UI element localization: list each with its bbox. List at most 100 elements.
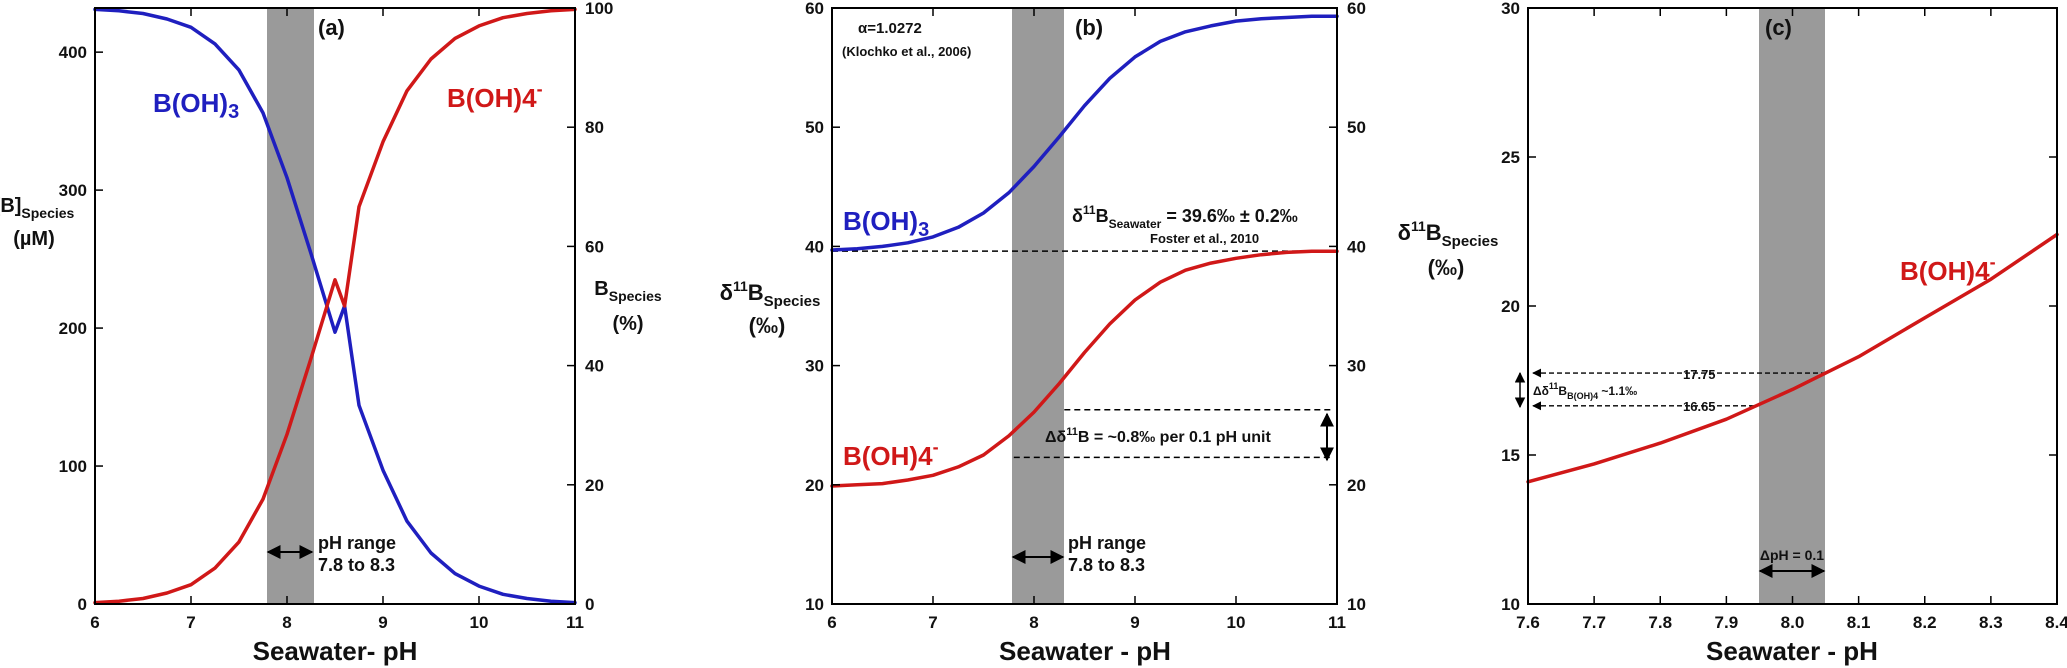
- panel-b-alpha: α=1.0272: [858, 20, 922, 37]
- panel-a-boh4-label: B(OH)4-: [447, 79, 543, 113]
- y-tick-label: 10: [1501, 595, 1520, 614]
- y2-tick-label: 100: [585, 0, 613, 18]
- x-tick-label: 8.1: [1847, 613, 1871, 632]
- panel-b-boh3-label: B(OH)3: [843, 206, 929, 241]
- panel-c-delta-label: Δδ11BB(OH)4 ~1.1‰: [1533, 381, 1637, 401]
- x-tick-label: 7.9: [1715, 613, 1739, 632]
- panel-c-ylabel-unit: (‰): [1428, 255, 1465, 280]
- x-tick-label: 9: [1130, 613, 1139, 632]
- panel-c-plot: [1526, 232, 2059, 484]
- y2-tick-label: 10: [1347, 595, 1366, 614]
- y2-tick-label: 30: [1347, 357, 1366, 376]
- x-tick-label: 11: [566, 613, 584, 632]
- y-tick-label: 200: [59, 319, 87, 338]
- panel-c-ylabel: δ11BSpecies: [1398, 218, 1499, 250]
- y2-tick-label: 40: [585, 357, 604, 376]
- y-tick-label: 10: [805, 595, 824, 614]
- y2-tick-label: 60: [1347, 0, 1366, 18]
- y-tick-label: 60: [805, 0, 824, 18]
- y-tick-label: 100: [59, 457, 87, 476]
- x-tick-label: 7: [928, 613, 937, 632]
- y-tick-label: 40: [805, 237, 824, 256]
- x-tick-label: 8.3: [1979, 613, 2003, 632]
- y-tick-label: 20: [1501, 297, 1520, 316]
- x-tick-label: 11: [1328, 613, 1346, 632]
- y2-tick-label: 20: [1347, 476, 1366, 495]
- y2-tick-label: 60: [585, 237, 604, 256]
- panel-c-boh4-label: B(OH)4-: [1900, 252, 1996, 286]
- x-tick-label: 8.2: [1913, 613, 1937, 632]
- y2-tick-label: 50: [1347, 118, 1366, 137]
- y-tick-label: 15: [1501, 446, 1520, 465]
- panel-b-frame: [831, 7, 1338, 605]
- x-tick-label: 8: [1029, 613, 1038, 632]
- y-tick-label: 50: [805, 118, 824, 137]
- panel-b-seawater-label: δ11BSeawater = 39.6‰ ± 0.2‰: [1072, 203, 1298, 231]
- panel-b-ylabel-unit: (‰): [749, 313, 786, 338]
- panel-b-xlabel: Seawater - pH: [999, 636, 1171, 666]
- panel-c-ticks: 7.6 7.7 7.8 7.9 8.0 8.1 8.2 8.3 8.4 10 15 20 25 30: [1501, 0, 2067, 632]
- panel-b-label: (b): [1075, 15, 1103, 40]
- panel-c-shade: [1759, 8, 1825, 604]
- panel-b-ph-range-line1: pH range: [1068, 533, 1146, 553]
- panel-a-ph-range-line2: 7.8 to 8.3: [318, 555, 395, 575]
- panel-b-boh4-label: B(OH)4-: [843, 437, 939, 471]
- x-tick-label: 8: [282, 613, 291, 632]
- series-line-boh3: [830, 14, 1339, 252]
- y-tick-label: 400: [59, 43, 87, 62]
- panel-a-ylabel-right: BSpecies: [594, 278, 662, 304]
- panel-a-xlabel: Seawater- pH: [253, 636, 418, 666]
- x-tick-label: 9: [378, 613, 387, 632]
- x-tick-label: 7.8: [1648, 613, 1672, 632]
- panel-c-dph-label: ΔpH = 0.1: [1760, 547, 1824, 563]
- panel-c-label: (c): [1765, 15, 1792, 40]
- panel-c-value-high: 17.75: [1683, 367, 1716, 382]
- x-tick-label: 7: [186, 613, 195, 632]
- y2-tick-label: 40: [1347, 237, 1366, 256]
- series-line-boh4: [1526, 232, 2059, 484]
- panel-a-label: (a): [318, 15, 345, 40]
- panel-a-shade: [267, 8, 314, 604]
- panel-b-plot: [830, 14, 1339, 488]
- x-tick-label: 10: [1227, 613, 1246, 632]
- x-tick-label: 10: [470, 613, 489, 632]
- panel-a-frame: [94, 7, 576, 605]
- series-line-boh4: [93, 7, 577, 605]
- panel-a-plot: [93, 7, 577, 605]
- x-tick-label: 7.6: [1516, 613, 1540, 632]
- panel-a-ylabel-left-unit: (µM): [13, 228, 55, 250]
- y-tick-label: 30: [805, 357, 824, 376]
- y-tick-label: 20: [805, 476, 824, 495]
- panel-c-value-low: 16.65: [1683, 399, 1716, 414]
- series-line-boh3: [93, 7, 577, 605]
- y2-tick-label: 0: [585, 595, 594, 614]
- y-tick-label: 300: [59, 181, 87, 200]
- panel-b-ylabel: δ11BSpecies: [720, 278, 821, 310]
- panel-b-delta-label: Δδ11B = ~0.8‰ per 0.1 pH unit: [1045, 426, 1271, 446]
- y-tick-label: 0: [78, 595, 87, 614]
- panel-c: 7.6 7.7 7.8 7.9 8.0 8.1 8.2 8.3 8.4 10 15 20 25 30 (c…: [1398, 0, 2067, 666]
- y-tick-label: 25: [1501, 148, 1520, 167]
- panel-a-ylabel-left: [B]Species: [0, 195, 75, 221]
- panel-b-seawater-ref: Foster et al., 2010: [1150, 231, 1259, 246]
- panel-a-ph-range-line1: pH range: [318, 533, 396, 553]
- panel-b-shade: [1012, 8, 1064, 604]
- x-tick-label: 7.7: [1582, 613, 1606, 632]
- y-tick-label: 30: [1501, 0, 1520, 18]
- y2-tick-label: 80: [585, 118, 604, 137]
- panel-a-boh3-label: B(OH)3: [153, 88, 239, 123]
- panel-a-ylabel-right-unit: (%): [612, 313, 643, 335]
- x-tick-label: 6: [827, 613, 836, 632]
- x-tick-label: 8.4: [2045, 613, 2067, 632]
- x-tick-label: 8.0: [1781, 613, 1805, 632]
- y2-tick-label: 20: [585, 476, 604, 495]
- series-line-boh4: [830, 249, 1339, 488]
- panel-b-ph-range-line2: 7.8 to 8.3: [1068, 555, 1145, 575]
- panel-c-xlabel: Seawater - pH: [1706, 636, 1878, 666]
- x-tick-label: 6: [90, 613, 99, 632]
